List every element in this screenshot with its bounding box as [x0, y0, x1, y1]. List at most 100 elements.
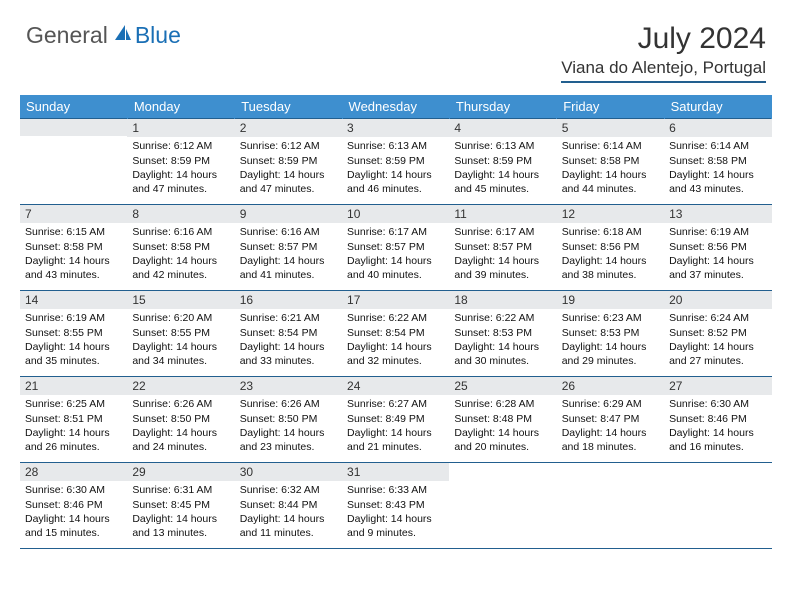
day-cell: 10Sunrise: 6:17 AMSunset: 8:57 PMDayligh… [342, 205, 449, 291]
day-number: 22 [127, 377, 234, 395]
logo-text-general: General [26, 22, 108, 49]
day-details: Sunrise: 6:21 AMSunset: 8:54 PMDaylight:… [235, 309, 342, 372]
day-cell: 5Sunrise: 6:14 AMSunset: 8:58 PMDaylight… [557, 119, 664, 205]
day-cell: 13Sunrise: 6:19 AMSunset: 8:56 PMDayligh… [664, 205, 771, 291]
day-cell: 30Sunrise: 6:32 AMSunset: 8:44 PMDayligh… [235, 463, 342, 549]
logo: General Blue [26, 22, 181, 49]
week-row: 28Sunrise: 6:30 AMSunset: 8:46 PMDayligh… [20, 463, 772, 549]
day-details: Sunrise: 6:30 AMSunset: 8:46 PMDaylight:… [664, 395, 771, 458]
weekday-saturday: Saturday [664, 95, 771, 119]
day-number: 29 [127, 463, 234, 481]
weekday-wednesday: Wednesday [342, 95, 449, 119]
day-details: Sunrise: 6:16 AMSunset: 8:57 PMDaylight:… [235, 223, 342, 286]
day-cell: 31Sunrise: 6:33 AMSunset: 8:43 PMDayligh… [342, 463, 449, 549]
day-cell: 18Sunrise: 6:22 AMSunset: 8:53 PMDayligh… [449, 291, 556, 377]
empty-cell [449, 463, 556, 549]
calendar-table: SundayMondayTuesdayWednesdayThursdayFrid… [20, 95, 772, 549]
day-details: Sunrise: 6:12 AMSunset: 8:59 PMDaylight:… [235, 137, 342, 200]
day-number: 28 [20, 463, 127, 481]
day-number: 23 [235, 377, 342, 395]
day-number: 6 [664, 119, 771, 137]
week-row: 7Sunrise: 6:15 AMSunset: 8:58 PMDaylight… [20, 205, 772, 291]
week-row: 14Sunrise: 6:19 AMSunset: 8:55 PMDayligh… [20, 291, 772, 377]
day-cell: 17Sunrise: 6:22 AMSunset: 8:54 PMDayligh… [342, 291, 449, 377]
day-cell: 1Sunrise: 6:12 AMSunset: 8:59 PMDaylight… [127, 119, 234, 205]
day-cell: 2Sunrise: 6:12 AMSunset: 8:59 PMDaylight… [235, 119, 342, 205]
day-number: 14 [20, 291, 127, 309]
location-label: Viana do Alentejo, Portugal [561, 58, 766, 83]
empty-cell [557, 463, 664, 549]
month-title: July 2024 [561, 22, 766, 56]
day-number: 17 [342, 291, 449, 309]
day-details: Sunrise: 6:17 AMSunset: 8:57 PMDaylight:… [342, 223, 449, 286]
day-cell: 3Sunrise: 6:13 AMSunset: 8:59 PMDaylight… [342, 119, 449, 205]
day-details: Sunrise: 6:22 AMSunset: 8:54 PMDaylight:… [342, 309, 449, 372]
day-number: 9 [235, 205, 342, 223]
day-details: Sunrise: 6:14 AMSunset: 8:58 PMDaylight:… [557, 137, 664, 200]
empty-daynum [20, 119, 127, 136]
day-details: Sunrise: 6:17 AMSunset: 8:57 PMDaylight:… [449, 223, 556, 286]
day-number: 10 [342, 205, 449, 223]
day-cell: 21Sunrise: 6:25 AMSunset: 8:51 PMDayligh… [20, 377, 127, 463]
day-cell: 15Sunrise: 6:20 AMSunset: 8:55 PMDayligh… [127, 291, 234, 377]
day-cell: 20Sunrise: 6:24 AMSunset: 8:52 PMDayligh… [664, 291, 771, 377]
day-details: Sunrise: 6:26 AMSunset: 8:50 PMDaylight:… [127, 395, 234, 458]
day-details: Sunrise: 6:25 AMSunset: 8:51 PMDaylight:… [20, 395, 127, 458]
day-details: Sunrise: 6:14 AMSunset: 8:58 PMDaylight:… [664, 137, 771, 200]
day-details: Sunrise: 6:22 AMSunset: 8:53 PMDaylight:… [449, 309, 556, 372]
day-number: 4 [449, 119, 556, 137]
day-number: 2 [235, 119, 342, 137]
day-details: Sunrise: 6:23 AMSunset: 8:53 PMDaylight:… [557, 309, 664, 372]
day-details: Sunrise: 6:26 AMSunset: 8:50 PMDaylight:… [235, 395, 342, 458]
day-cell: 12Sunrise: 6:18 AMSunset: 8:56 PMDayligh… [557, 205, 664, 291]
weekday-monday: Monday [127, 95, 234, 119]
logo-text-blue: Blue [135, 22, 181, 49]
day-number: 21 [20, 377, 127, 395]
day-number: 24 [342, 377, 449, 395]
day-cell: 8Sunrise: 6:16 AMSunset: 8:58 PMDaylight… [127, 205, 234, 291]
day-number: 30 [235, 463, 342, 481]
header: General Blue July 2024 Viana do Alentejo… [0, 0, 792, 89]
day-number: 13 [664, 205, 771, 223]
day-cell: 23Sunrise: 6:26 AMSunset: 8:50 PMDayligh… [235, 377, 342, 463]
day-number: 12 [557, 205, 664, 223]
day-number: 25 [449, 377, 556, 395]
day-details: Sunrise: 6:13 AMSunset: 8:59 PMDaylight:… [449, 137, 556, 200]
day-cell: 24Sunrise: 6:27 AMSunset: 8:49 PMDayligh… [342, 377, 449, 463]
day-number: 1 [127, 119, 234, 137]
day-number: 15 [127, 291, 234, 309]
weekday-tuesday: Tuesday [235, 95, 342, 119]
weekday-thursday: Thursday [449, 95, 556, 119]
title-block: July 2024 Viana do Alentejo, Portugal [561, 22, 766, 83]
weekday-friday: Friday [557, 95, 664, 119]
day-details: Sunrise: 6:13 AMSunset: 8:59 PMDaylight:… [342, 137, 449, 200]
day-cell: 14Sunrise: 6:19 AMSunset: 8:55 PMDayligh… [20, 291, 127, 377]
day-cell: 6Sunrise: 6:14 AMSunset: 8:58 PMDaylight… [664, 119, 771, 205]
day-details: Sunrise: 6:18 AMSunset: 8:56 PMDaylight:… [557, 223, 664, 286]
weekday-header: SundayMondayTuesdayWednesdayThursdayFrid… [20, 95, 772, 119]
day-number: 16 [235, 291, 342, 309]
day-number: 27 [664, 377, 771, 395]
day-number: 31 [342, 463, 449, 481]
day-details: Sunrise: 6:32 AMSunset: 8:44 PMDaylight:… [235, 481, 342, 544]
day-number: 19 [557, 291, 664, 309]
day-cell: 9Sunrise: 6:16 AMSunset: 8:57 PMDaylight… [235, 205, 342, 291]
day-details: Sunrise: 6:19 AMSunset: 8:56 PMDaylight:… [664, 223, 771, 286]
weekday-sunday: Sunday [20, 95, 127, 119]
day-details: Sunrise: 6:15 AMSunset: 8:58 PMDaylight:… [20, 223, 127, 286]
day-cell: 4Sunrise: 6:13 AMSunset: 8:59 PMDaylight… [449, 119, 556, 205]
day-number: 8 [127, 205, 234, 223]
day-details: Sunrise: 6:24 AMSunset: 8:52 PMDaylight:… [664, 309, 771, 372]
sail-icon [112, 23, 132, 48]
day-cell: 16Sunrise: 6:21 AMSunset: 8:54 PMDayligh… [235, 291, 342, 377]
day-cell: 25Sunrise: 6:28 AMSunset: 8:48 PMDayligh… [449, 377, 556, 463]
day-cell: 29Sunrise: 6:31 AMSunset: 8:45 PMDayligh… [127, 463, 234, 549]
day-details: Sunrise: 6:29 AMSunset: 8:47 PMDaylight:… [557, 395, 664, 458]
day-details: Sunrise: 6:19 AMSunset: 8:55 PMDaylight:… [20, 309, 127, 372]
day-details: Sunrise: 6:30 AMSunset: 8:46 PMDaylight:… [20, 481, 127, 544]
day-details: Sunrise: 6:16 AMSunset: 8:58 PMDaylight:… [127, 223, 234, 286]
day-cell: 26Sunrise: 6:29 AMSunset: 8:47 PMDayligh… [557, 377, 664, 463]
day-number: 3 [342, 119, 449, 137]
day-cell: 27Sunrise: 6:30 AMSunset: 8:46 PMDayligh… [664, 377, 771, 463]
day-details: Sunrise: 6:33 AMSunset: 8:43 PMDaylight:… [342, 481, 449, 544]
